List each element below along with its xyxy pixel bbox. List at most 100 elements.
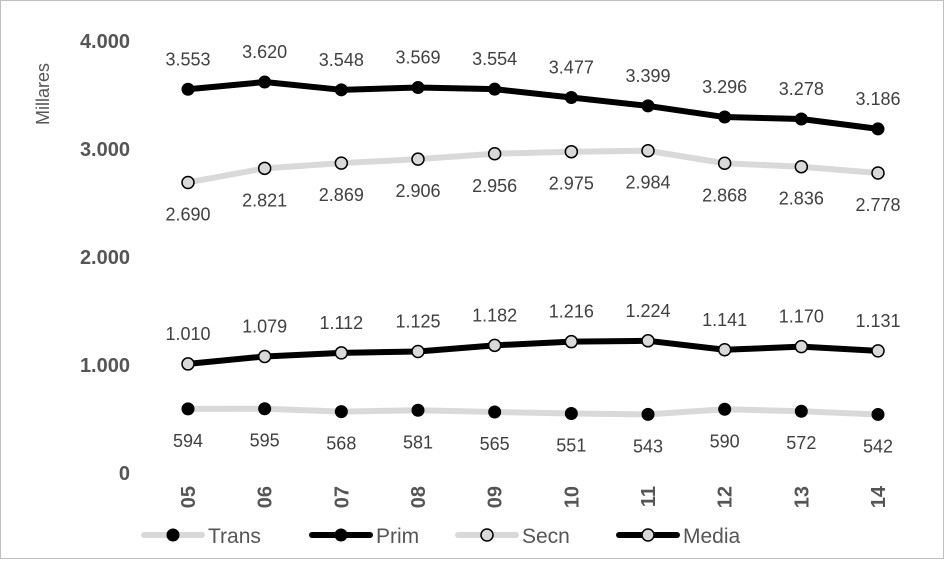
data-point-trans [181, 402, 195, 416]
x-tick-label: 06 [255, 486, 277, 508]
data-label-media: 1.182 [472, 305, 517, 325]
data-point-prim [564, 90, 578, 104]
data-point-media [717, 343, 732, 357]
x-tick-label: 12 [715, 486, 737, 508]
data-label-trans: 568 [326, 434, 356, 454]
data-label-trans: 565 [480, 434, 510, 454]
series-lines [185, 79, 881, 418]
data-label-secn: 2.690 [165, 204, 210, 224]
data-point-secn [487, 147, 502, 161]
data-label-prim: 3.554 [472, 49, 517, 69]
data-label-trans: 594 [173, 431, 203, 451]
data-label-prim: 3.620 [242, 42, 287, 62]
series-markers [181, 75, 885, 421]
data-point-secn [257, 161, 272, 176]
data-label-trans: 595 [250, 431, 280, 451]
data-point-trans [794, 404, 808, 418]
x-tick-label: 08 [408, 486, 430, 508]
data-label-trans: 543 [633, 436, 663, 456]
data-point-media [871, 344, 885, 358]
data-point-media [334, 346, 349, 360]
data-label-trans: 542 [863, 436, 893, 456]
data-label-media: 1.141 [702, 310, 747, 330]
data-label-secn: 2.836 [779, 189, 824, 209]
data-point-prim [871, 122, 885, 136]
data-point-secn [871, 166, 885, 180]
series-line-prim [185, 79, 881, 132]
data-label-media: 1.112 [319, 313, 363, 333]
legend-label: Secn [522, 525, 570, 548]
data-point-prim [641, 99, 655, 113]
series-line-secn [185, 147, 881, 186]
legend-item-prim: Prim [309, 525, 419, 548]
data-label-prim: 3.553 [165, 49, 210, 69]
data-label-trans: 581 [403, 432, 433, 452]
data-label-secn: 2.984 [625, 173, 670, 193]
legend-item-trans: Trans [141, 525, 261, 548]
data-label-trans: 551 [556, 435, 586, 455]
data-point-secn [717, 156, 732, 171]
x-tick-label: 07 [331, 486, 353, 508]
y-axis-label: Millares [33, 63, 53, 125]
data-label-media: 1.216 [549, 302, 594, 322]
data-label-media: 1.125 [395, 312, 440, 332]
data-label-secn: 2.868 [702, 185, 747, 205]
data-label-prim: 3.186 [855, 89, 900, 109]
data-point-prim [411, 81, 425, 95]
data-point-prim [181, 82, 195, 96]
data-label-media: 1.224 [625, 301, 670, 321]
data-point-trans [641, 407, 655, 421]
data-point-trans [334, 405, 348, 419]
data-point-prim [258, 75, 272, 89]
series-line-media [185, 337, 881, 367]
x-tick-label: 05 [178, 486, 200, 508]
y-tick-label: 2.000 [80, 247, 130, 269]
data-label-prim: 3.477 [549, 57, 594, 77]
data-label-media: 1.010 [165, 324, 210, 344]
data-label-media: 1.079 [242, 316, 287, 336]
legend-marker [480, 528, 494, 542]
data-point-trans [718, 402, 732, 416]
data-point-prim [794, 112, 808, 126]
legend-item-media: Media [616, 525, 741, 548]
data-point-media [641, 334, 655, 348]
data-label-secn: 2.869 [319, 185, 364, 205]
data-label-trans: 590 [710, 431, 740, 451]
y-tick-label: 0 [119, 463, 130, 485]
data-point-secn [641, 143, 655, 158]
data-point-secn [411, 152, 425, 166]
series-line-trans [185, 405, 881, 418]
data-label-prim: 3.569 [395, 48, 440, 68]
legend-label: Prim [376, 525, 419, 548]
data-point-trans [258, 402, 272, 416]
data-point-media [181, 357, 195, 371]
legend-marker [641, 528, 655, 542]
data-label-prim: 3.296 [702, 77, 747, 97]
x-tick-label: 10 [561, 486, 583, 508]
y-tick-label: 1.000 [80, 355, 130, 377]
data-point-media [794, 339, 809, 354]
data-point-trans [871, 407, 885, 421]
data-label-prim: 3.399 [625, 66, 670, 86]
x-tick-label: 09 [485, 486, 507, 508]
data-point-prim [718, 110, 732, 124]
data-point-trans [411, 403, 425, 417]
data-point-secn [794, 159, 809, 174]
legend-label: Media [683, 525, 741, 548]
data-label-secn: 2.906 [395, 181, 440, 201]
data-label-media: 1.131 [855, 311, 900, 331]
data-label-trans: 572 [786, 433, 816, 453]
legend: Trans Prim Secn Media [141, 525, 741, 548]
data-point-prim [488, 82, 502, 96]
data-point-media [411, 344, 425, 359]
legend-label: Trans [208, 525, 261, 548]
data-label-secn: 2.975 [549, 174, 594, 194]
y-tick-label: 4.000 [80, 31, 130, 53]
data-label-media: 1.170 [779, 307, 824, 327]
data-label-prim: 3.278 [779, 79, 824, 99]
data-point-trans [488, 405, 502, 419]
data-point-secn [334, 156, 349, 170]
data-label-prim: 3.548 [319, 50, 364, 70]
